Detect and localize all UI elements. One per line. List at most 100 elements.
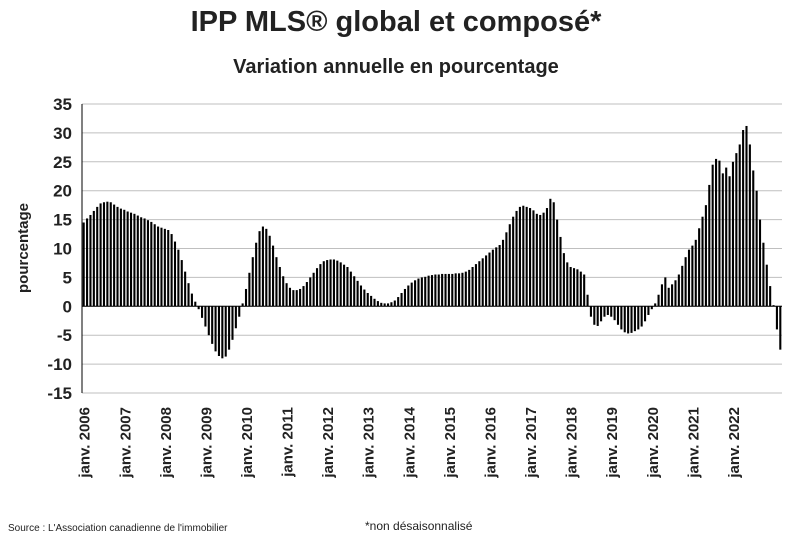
bar bbox=[447, 273, 450, 307]
bar bbox=[238, 306, 241, 317]
bar bbox=[505, 232, 508, 307]
bar bbox=[427, 275, 430, 307]
bar bbox=[491, 249, 494, 307]
y-tick-labels: 35 30 25 20 15 10 5 0 -5 -10 -15 bbox=[47, 95, 72, 403]
bar bbox=[586, 294, 589, 307]
bar bbox=[275, 257, 278, 307]
bar bbox=[201, 306, 204, 318]
bar bbox=[464, 271, 467, 307]
bar bbox=[681, 265, 684, 307]
bar bbox=[346, 266, 349, 307]
bar bbox=[157, 226, 160, 307]
bar bbox=[762, 242, 765, 307]
bar bbox=[495, 247, 498, 307]
bar bbox=[312, 272, 315, 307]
bar bbox=[630, 306, 633, 333]
bar bbox=[545, 208, 549, 307]
y-tick-label: 15 bbox=[53, 211, 72, 230]
bar bbox=[86, 218, 89, 307]
bar bbox=[566, 262, 569, 307]
bar bbox=[691, 245, 694, 307]
bar bbox=[677, 274, 680, 307]
bar bbox=[217, 306, 221, 357]
bar bbox=[569, 266, 572, 307]
bar-series bbox=[82, 125, 782, 359]
bar bbox=[315, 268, 319, 307]
bar bbox=[302, 286, 305, 307]
bar bbox=[643, 306, 647, 322]
bar bbox=[444, 273, 447, 307]
bar bbox=[583, 274, 586, 307]
bar bbox=[140, 217, 143, 307]
bar bbox=[211, 306, 214, 344]
bar bbox=[525, 206, 528, 307]
bar bbox=[637, 306, 640, 330]
bar bbox=[295, 290, 298, 307]
bar bbox=[701, 216, 704, 307]
bar bbox=[116, 206, 119, 307]
bar bbox=[731, 161, 735, 307]
x-tick-label: janv. 2012 bbox=[320, 407, 337, 479]
bar bbox=[403, 288, 406, 307]
x-tick-label: janv. 2010 bbox=[239, 407, 256, 479]
bar bbox=[194, 301, 197, 307]
bar bbox=[481, 258, 484, 307]
bar bbox=[258, 231, 261, 307]
bar bbox=[92, 210, 95, 307]
source-note: Source : L'Association canadienne de l'i… bbox=[8, 523, 228, 534]
bar bbox=[451, 273, 454, 307]
bar bbox=[197, 306, 200, 310]
bar bbox=[366, 293, 369, 307]
bar bbox=[485, 255, 488, 307]
bar bbox=[718, 160, 721, 307]
bar bbox=[572, 268, 576, 307]
y-tick-label: 0 bbox=[63, 297, 72, 316]
bar bbox=[400, 293, 403, 307]
bar bbox=[261, 226, 264, 307]
bar bbox=[248, 272, 251, 307]
bar bbox=[708, 184, 711, 307]
bar bbox=[99, 203, 102, 307]
bar bbox=[343, 264, 346, 307]
bar bbox=[562, 253, 565, 307]
bar bbox=[255, 242, 258, 307]
bar bbox=[647, 306, 650, 315]
bar bbox=[535, 213, 538, 307]
bar bbox=[474, 264, 478, 307]
bar bbox=[559, 236, 562, 307]
y-axis-label: pourcentage bbox=[15, 203, 32, 293]
bar bbox=[326, 260, 329, 307]
bar bbox=[596, 306, 599, 326]
bar bbox=[765, 264, 768, 307]
bar bbox=[498, 245, 501, 307]
bar bbox=[515, 210, 518, 307]
bar bbox=[190, 293, 193, 307]
x-tick-label: janv. 2022 bbox=[726, 407, 743, 479]
bar bbox=[772, 305, 775, 307]
bar bbox=[146, 220, 149, 307]
bar bbox=[113, 204, 116, 307]
bar bbox=[349, 271, 352, 307]
bar bbox=[589, 306, 592, 317]
bar bbox=[704, 205, 707, 307]
bar bbox=[265, 228, 268, 307]
bar bbox=[437, 274, 440, 307]
bar bbox=[153, 224, 156, 307]
bar bbox=[721, 173, 724, 307]
y-tick-label: 30 bbox=[53, 124, 72, 143]
bar bbox=[278, 266, 281, 307]
bar bbox=[353, 276, 356, 307]
y-tick-label: -5 bbox=[57, 326, 72, 345]
bar bbox=[627, 306, 630, 334]
bar bbox=[231, 306, 234, 340]
bar bbox=[441, 273, 444, 307]
bar bbox=[769, 286, 772, 307]
bar bbox=[508, 224, 511, 307]
bar bbox=[694, 239, 697, 307]
x-tick-label: janv. 2018 bbox=[564, 407, 581, 479]
chart-title: IPP MLS® global et composé* bbox=[190, 6, 602, 38]
bar bbox=[356, 280, 359, 307]
bar bbox=[363, 289, 366, 307]
bar bbox=[657, 294, 660, 307]
bar bbox=[224, 306, 227, 357]
